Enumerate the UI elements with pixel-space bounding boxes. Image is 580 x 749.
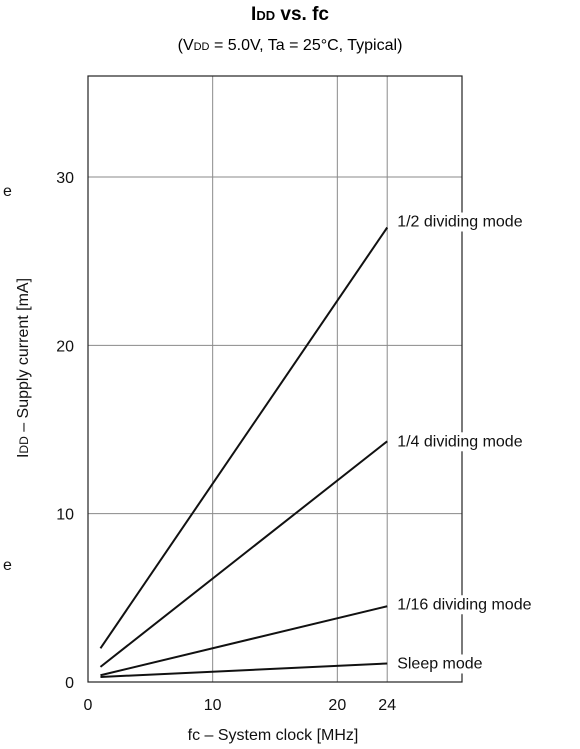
y-axis-label-suffix: – Supply current [mA] bbox=[15, 278, 32, 436]
y-tick-label: 30 bbox=[56, 170, 74, 187]
series-labels: 1/2 dividing mode 1/4 dividing mode 1/16 d… bbox=[393, 212, 536, 674]
y-tick-labels: 0 10 20 30 bbox=[56, 170, 74, 692]
series-label-backing bbox=[393, 432, 527, 452]
chart-subtitle-rest: = 5.0V, Ta = 25°C, Typical) bbox=[210, 37, 403, 54]
series-layer bbox=[99, 226, 389, 678]
series-label: 1/4 dividing mode bbox=[397, 433, 523, 450]
chart-subtitle: (VDD = 5.0V, Ta = 25°C, Typical) bbox=[178, 37, 403, 54]
left-edge-glyph: e bbox=[3, 183, 12, 200]
series-label-group: 1/4 dividing mode bbox=[393, 432, 527, 452]
series-label-backing bbox=[393, 212, 527, 232]
x-tick-label: 0 bbox=[84, 697, 93, 714]
series-label-backing bbox=[393, 595, 536, 615]
series-line bbox=[99, 226, 389, 649]
chart-title: IDD vs. fc bbox=[251, 4, 329, 25]
plot-frame bbox=[87, 75, 463, 683]
chart-subtitle-open: (V bbox=[178, 37, 194, 54]
x-tick-label: 20 bbox=[328, 697, 346, 714]
chart-subtitle-subscript: DD bbox=[194, 41, 210, 53]
y-tick-label: 10 bbox=[56, 507, 74, 524]
series-line bbox=[99, 440, 388, 668]
series-line bbox=[100, 605, 388, 677]
series-label: 1/16 dividing mode bbox=[397, 596, 531, 613]
y-axis-label: IDD – Supply current [mA] bbox=[15, 278, 32, 458]
chart-title-subscript: DD bbox=[256, 8, 275, 23]
x-tick-label: 10 bbox=[204, 697, 222, 714]
y-axis-label-prefix: I bbox=[15, 454, 32, 458]
series-label-group: 1/16 dividing mode bbox=[393, 595, 536, 615]
x-tick-labels: 0 10 20 24 bbox=[84, 697, 397, 714]
x-tick-label: 24 bbox=[378, 697, 396, 714]
left-edge-glyphs: ee bbox=[3, 183, 12, 574]
y-tick-label: 20 bbox=[56, 338, 74, 355]
grid-layer bbox=[88, 76, 462, 682]
series-label: Sleep mode bbox=[397, 655, 482, 672]
left-edge-glyph: e bbox=[3, 557, 12, 574]
y-tick-label: 0 bbox=[65, 675, 74, 692]
chart-title-prefix: I bbox=[251, 4, 256, 25]
x-axis-label: fc – System clock [MHz] bbox=[188, 727, 359, 744]
chart-title-suffix: vs. fc bbox=[275, 4, 329, 25]
series-line bbox=[100, 662, 388, 678]
series-label: 1/2 dividing mode bbox=[397, 214, 523, 231]
y-axis-label-subscript: DD bbox=[17, 436, 31, 454]
series-label-group: Sleep mode bbox=[393, 654, 487, 674]
series-label-backing bbox=[393, 654, 487, 674]
series-label-group: 1/2 dividing mode bbox=[393, 212, 527, 232]
